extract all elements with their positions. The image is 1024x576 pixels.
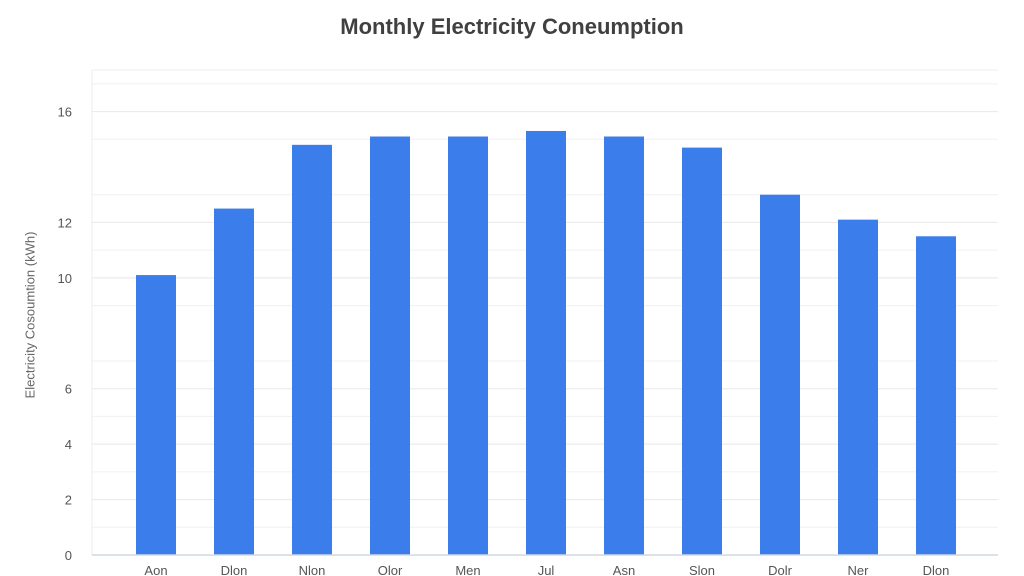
bar <box>136 275 176 555</box>
chart-title: Monthly Electricity Coneumption <box>340 14 684 39</box>
y-tick-label: 16 <box>58 105 72 120</box>
y-tick-label: 10 <box>58 271 72 286</box>
x-tick-label: Men <box>455 563 480 576</box>
x-tick-label: Asn <box>613 563 635 576</box>
bar <box>916 236 956 556</box>
bar <box>682 147 722 555</box>
x-tick-label: Dlon <box>221 563 248 576</box>
x-tick-label: Dlon <box>923 563 950 576</box>
x-tick-label: Dolr <box>768 563 793 576</box>
bar <box>214 208 254 556</box>
x-tick-label: Jul <box>538 563 555 576</box>
bar <box>838 219 878 555</box>
x-tick-label: Olor <box>378 563 403 576</box>
bar <box>760 194 800 555</box>
y-tick-label: 6 <box>65 382 72 397</box>
x-tick-label: Ner <box>848 563 870 576</box>
bar <box>370 136 410 555</box>
y-tick-label: 0 <box>65 548 72 563</box>
y-tick-label: 2 <box>65 493 72 508</box>
x-tick-label: Nlon <box>299 563 326 576</box>
bar <box>292 144 332 556</box>
x-tick-label: Slon <box>689 563 715 576</box>
bar <box>448 136 488 555</box>
bar <box>604 136 644 555</box>
x-tick-label: Aon <box>144 563 167 576</box>
y-tick-label: 4 <box>65 437 72 452</box>
bar <box>526 130 566 555</box>
y-tick-label: 12 <box>58 215 72 230</box>
